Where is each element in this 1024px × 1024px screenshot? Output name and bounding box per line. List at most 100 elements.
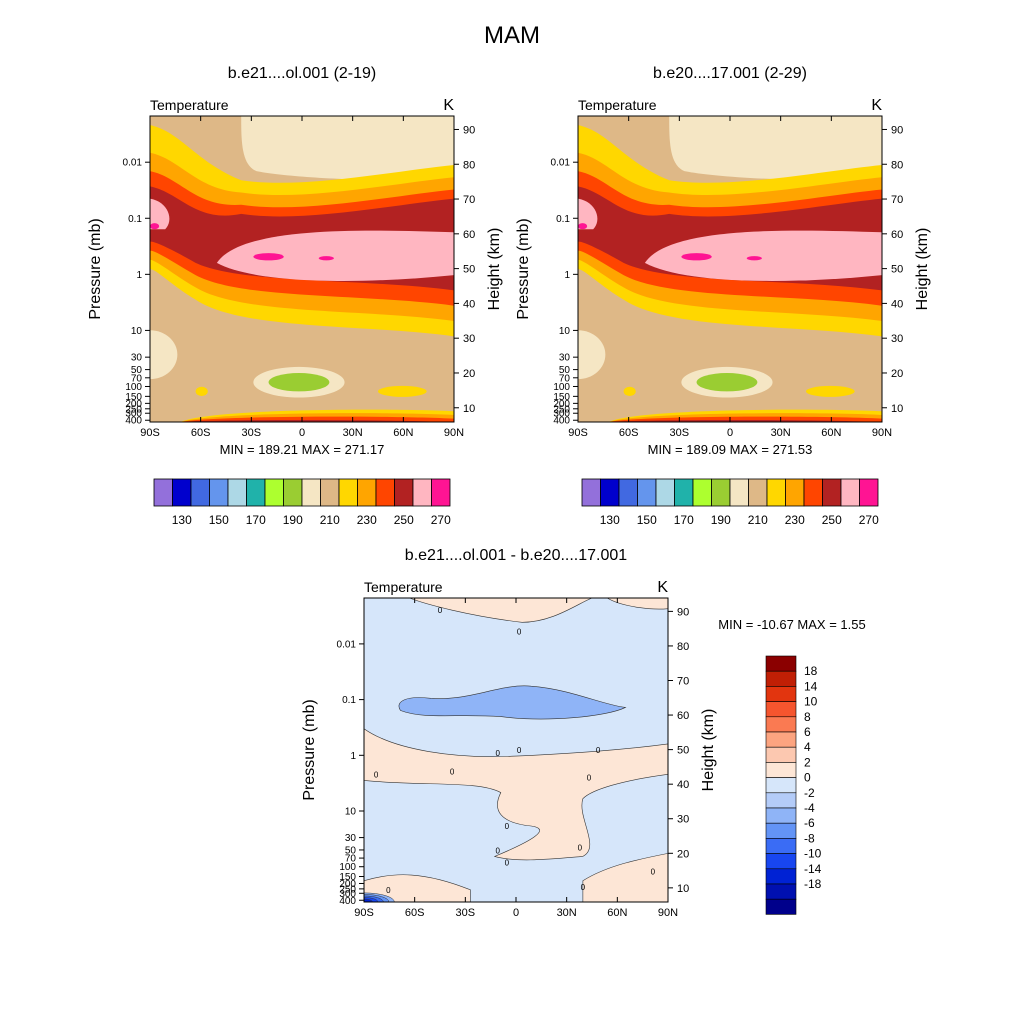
y-tick-label: 70 xyxy=(131,373,143,384)
field-band-250 xyxy=(644,230,882,281)
y-axis-title: Pressure (mb) xyxy=(87,218,104,319)
colorbar-label: 230 xyxy=(785,513,805,527)
units-label: K xyxy=(657,579,668,596)
y-tick-label: 0.01 xyxy=(551,158,571,169)
y-axis-right-title: Height (km) xyxy=(486,228,503,311)
x-tick-label: 90N xyxy=(658,907,678,919)
colorbar-swatch xyxy=(765,883,797,900)
colorbar-swatch xyxy=(765,731,797,748)
colorbar-swatch xyxy=(785,478,805,507)
y-tick-label: 10 xyxy=(345,807,357,818)
y-tick-label: 0.1 xyxy=(342,695,356,706)
colorbar-swatch xyxy=(618,478,638,507)
y-right-tick-label: 70 xyxy=(677,675,689,687)
y-right-tick-label: 10 xyxy=(891,403,903,415)
field-band-210 xyxy=(241,116,454,180)
field-max-1 xyxy=(681,253,712,261)
field-surface-band xyxy=(180,419,454,422)
colorbar-label: 250 xyxy=(394,513,414,527)
y-tick-label: 250 xyxy=(339,884,356,895)
contour-label: 0 xyxy=(496,749,501,758)
colorbar-label: 190 xyxy=(711,513,731,527)
colorbar-swatch xyxy=(227,478,247,507)
x-tick-label: 60N xyxy=(607,907,627,919)
contour-label: 0 xyxy=(450,767,455,776)
y-tick-label: 200 xyxy=(339,879,356,890)
colorbar-label: -4 xyxy=(804,801,815,815)
field-negative xyxy=(398,685,627,720)
x-tick-label: 30N xyxy=(557,907,577,919)
contour-field xyxy=(578,116,882,422)
y-right-tick-label: 70 xyxy=(463,194,475,206)
y-right-tick-label: 70 xyxy=(891,194,903,206)
y-right-tick-label: 20 xyxy=(891,368,903,380)
colorbar-swatch xyxy=(581,478,601,507)
field-polar-vortex xyxy=(150,330,178,380)
colorbar-swatch xyxy=(803,478,823,507)
colorbar-swatch xyxy=(338,478,358,507)
contour-label: 0 xyxy=(374,770,379,779)
colorbar-label: 18 xyxy=(804,664,818,678)
field-band-250-polar xyxy=(150,198,170,230)
y-tick-label: 50 xyxy=(559,365,571,376)
x-tick-label: 30S xyxy=(242,427,262,439)
colorbar-swatch xyxy=(357,478,377,507)
contour-label: 0 xyxy=(496,846,501,855)
y-tick-label: 300 xyxy=(125,409,142,420)
colorbar-swatch xyxy=(394,478,414,507)
y-tick-label: 200 xyxy=(125,399,142,410)
colorbar-label: -8 xyxy=(804,831,815,845)
panel-title: b.e20....17.001 (2-29) xyxy=(653,65,807,82)
colorbar-label: 170 xyxy=(674,513,694,527)
colorbar-label: 130 xyxy=(172,513,192,527)
y-tick-label: 100 xyxy=(339,862,356,873)
y-tick-label: 200 xyxy=(553,399,570,410)
colorbar-label: 230 xyxy=(357,513,377,527)
y-right-tick-label: 10 xyxy=(463,403,475,415)
min-max-stats: MIN = 189.21 MAX = 271.17 xyxy=(220,442,385,457)
colorbar-label: 270 xyxy=(431,513,451,527)
colorbar-label: -14 xyxy=(804,862,822,876)
left-label: Temperature xyxy=(364,579,443,595)
y-tick-label: 300 xyxy=(339,889,356,900)
colorbar-label: 0 xyxy=(804,771,811,785)
field-min xyxy=(268,373,330,392)
field-min xyxy=(696,373,758,392)
colorbar-label: 170 xyxy=(246,513,266,527)
colorbar-swatch xyxy=(765,746,797,763)
colorbar-swatch xyxy=(283,478,303,507)
colorbar-swatch xyxy=(765,807,797,824)
field-positive xyxy=(582,853,668,902)
contour-label: 0 xyxy=(596,746,601,755)
colorbar-swatch xyxy=(822,478,842,507)
contour-label: 0 xyxy=(438,606,443,615)
y-axis-right-title: Height (km) xyxy=(700,709,717,792)
colorbar-swatch xyxy=(766,478,786,507)
y-axis-right-title: Height (km) xyxy=(914,228,931,311)
y-tick-label: 400 xyxy=(553,416,570,427)
colorbar-swatch xyxy=(600,478,620,507)
colorbar-label: 14 xyxy=(804,679,818,693)
colorbar-swatch xyxy=(209,478,229,507)
y-tick-label: 70 xyxy=(345,854,357,865)
colorbar-swatch xyxy=(190,478,210,507)
colorbar-swatch xyxy=(765,853,797,870)
y-tick-label: 100 xyxy=(553,382,570,393)
y-right-tick-label: 90 xyxy=(463,124,475,136)
x-tick-label: 30N xyxy=(771,427,791,439)
y-tick-label: 50 xyxy=(345,845,357,856)
colorbar-swatch xyxy=(637,478,657,507)
y-tick-label: 400 xyxy=(125,416,142,427)
colorbar-swatch xyxy=(765,868,797,885)
colorbar-label: -10 xyxy=(804,847,822,861)
field-positive xyxy=(606,598,668,610)
contour-field xyxy=(150,116,454,422)
colorbar: 130 150 170 190 210 230 250 270 xyxy=(581,478,879,527)
colorbar-swatch xyxy=(748,478,768,507)
x-tick-label: 30S xyxy=(456,907,476,919)
y-right-tick-label: 50 xyxy=(463,264,475,276)
colorbar-swatch xyxy=(765,670,797,687)
field-positive xyxy=(409,598,593,623)
x-tick-label: 0 xyxy=(513,907,519,919)
colorbar-swatch xyxy=(765,898,797,915)
